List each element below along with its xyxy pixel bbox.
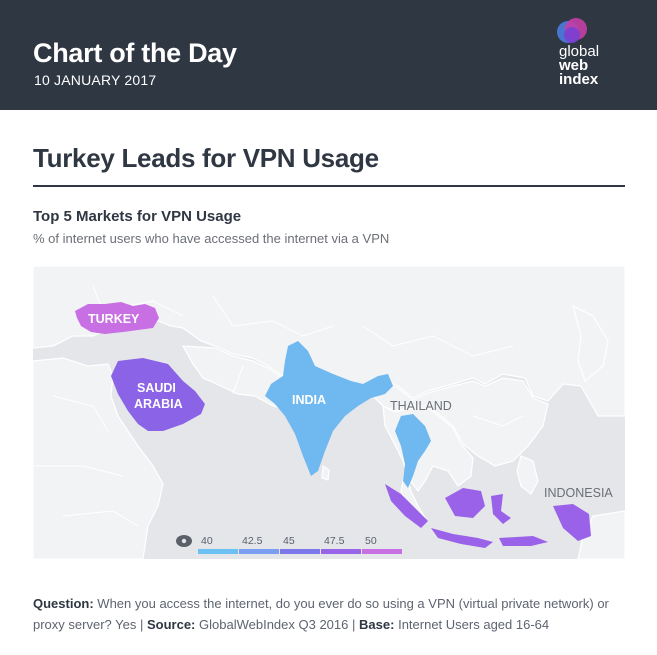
header-date: 10 JANUARY 2017 [34, 72, 157, 88]
logo-line-3: index [559, 71, 599, 88]
indonesia-sumatra [385, 484, 428, 528]
legend-color-segment [362, 549, 402, 554]
header-title: Chart of the Day [33, 38, 237, 68]
legend-tick-label: 40 [201, 535, 213, 547]
logo-circles-icon [557, 18, 587, 43]
indonesia-region [385, 484, 591, 548]
base-text: Internet Users aged 16-64 [398, 617, 550, 632]
map-legend: 40 42.5 45 47.5 50 [176, 535, 402, 554]
indonesia-sulawesi [491, 494, 511, 524]
legend-color-segment [198, 549, 238, 554]
question-label: Question: [33, 596, 94, 611]
main-title: Turkey Leads for VPN Usage [33, 143, 379, 173]
land-masses [33, 266, 625, 559]
sri-lanka [321, 464, 330, 481]
chart-subtitle: % of internet users who have accessed th… [33, 231, 390, 246]
indonesia-papua [553, 504, 591, 541]
globalwebindex-logo: global web index [555, 18, 635, 90]
legend-tick-label: 47.5 [324, 535, 345, 547]
legend-eye-icon [176, 535, 192, 547]
question-text: When you access the internet, do you eve… [33, 596, 609, 632]
saudi-arabia-region [111, 358, 205, 431]
legend-color-segment [321, 549, 361, 554]
legend-tick-label: 45 [283, 535, 295, 547]
label-india: INDIA [292, 393, 326, 407]
label-saudi-line1: SAUDI [137, 381, 176, 395]
legend-color-segment [280, 549, 320, 554]
source-text: GlobalWebIndex Q3 2016 [199, 617, 349, 632]
thailand-region [395, 414, 431, 488]
label-turkey: TURKEY [88, 312, 140, 326]
philippines-region [516, 455, 539, 495]
label-thailand: THAILAND [390, 399, 452, 413]
china-region [361, 377, 549, 467]
indonesia-borneo [445, 488, 485, 518]
india-region [265, 341, 393, 476]
separator: | [139, 617, 144, 632]
logo-line-1: global [559, 43, 600, 60]
turkey-region [75, 302, 159, 334]
chart-title: Top 5 Markets for VPN Usage [33, 208, 242, 225]
indonesia-java [431, 528, 493, 548]
base-label: Base: [359, 617, 395, 632]
africa-landmass [33, 357, 164, 559]
logo-line-2: web [559, 57, 589, 74]
japan-region [572, 304, 609, 383]
footnote: Question: When you access the internet, … [33, 593, 628, 635]
header-bar: Chart of the Day 10 JANUARY 2017 global … [0, 0, 657, 110]
source-label: Source: [146, 617, 196, 632]
asia-map: TURKEY SAUDI ARABIA INDIA THAILAND INDON… [33, 266, 625, 559]
legend-tick-label: 50 [365, 535, 377, 547]
label-saudi-line2: ARABIA [134, 397, 183, 411]
title-divider [33, 185, 625, 187]
label-indonesia: INDONESIA [544, 486, 613, 500]
separator: | [352, 617, 356, 632]
legend-color-segment [239, 549, 279, 554]
legend-tick-label: 42.5 [242, 535, 263, 547]
borders [33, 285, 524, 527]
indonesia-islands [499, 536, 548, 546]
